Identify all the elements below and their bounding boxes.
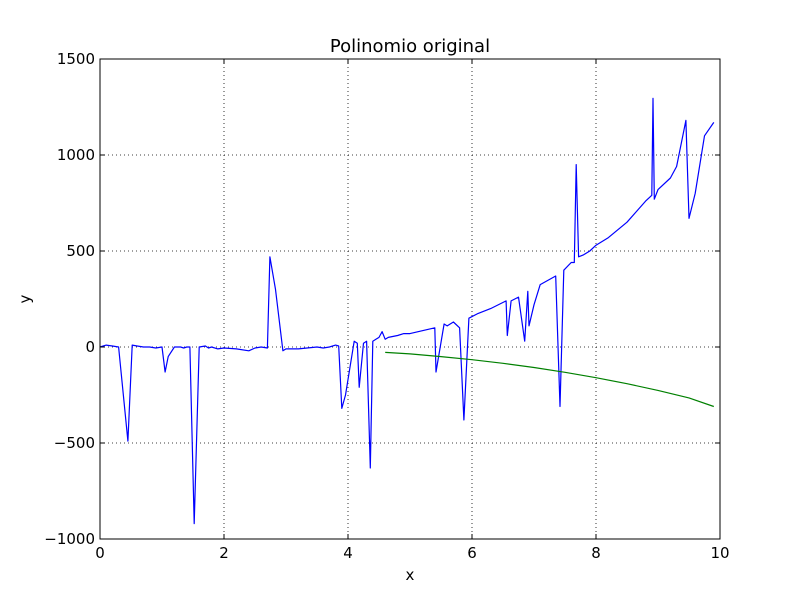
series-layer [99, 97, 715, 525]
y-tick-label: −500 [54, 434, 95, 452]
tick-marks [99, 58, 721, 540]
x-tick-label: 8 [591, 544, 601, 562]
chart-title: Polinomio original [330, 36, 490, 57]
y-tick-label: 1000 [57, 146, 95, 164]
grid-lines [100, 59, 720, 539]
x-tick-label: 4 [343, 544, 353, 562]
x-tick-labels: 0 2 4 6 8 10 [95, 544, 729, 562]
plot-frame [99, 58, 721, 540]
x-tick-label: 6 [467, 544, 477, 562]
y-tick-label: 0 [85, 338, 95, 356]
x-tick-label: 10 [710, 544, 729, 562]
y-tick-labels: −1000 −500 0 500 1000 1500 [44, 50, 95, 548]
y-axis-label: y [16, 294, 34, 303]
x-tick-label: 0 [95, 544, 105, 562]
y-tick-label: −1000 [44, 530, 95, 548]
y-tick-label: 1500 [57, 50, 95, 68]
series-line-2 [385, 351, 714, 408]
series-line-1 [99, 97, 715, 525]
y-tick-label: 500 [66, 242, 95, 260]
x-axis-label: x [406, 566, 415, 584]
plot-background [100, 59, 720, 539]
x-tick-label: 2 [219, 544, 229, 562]
